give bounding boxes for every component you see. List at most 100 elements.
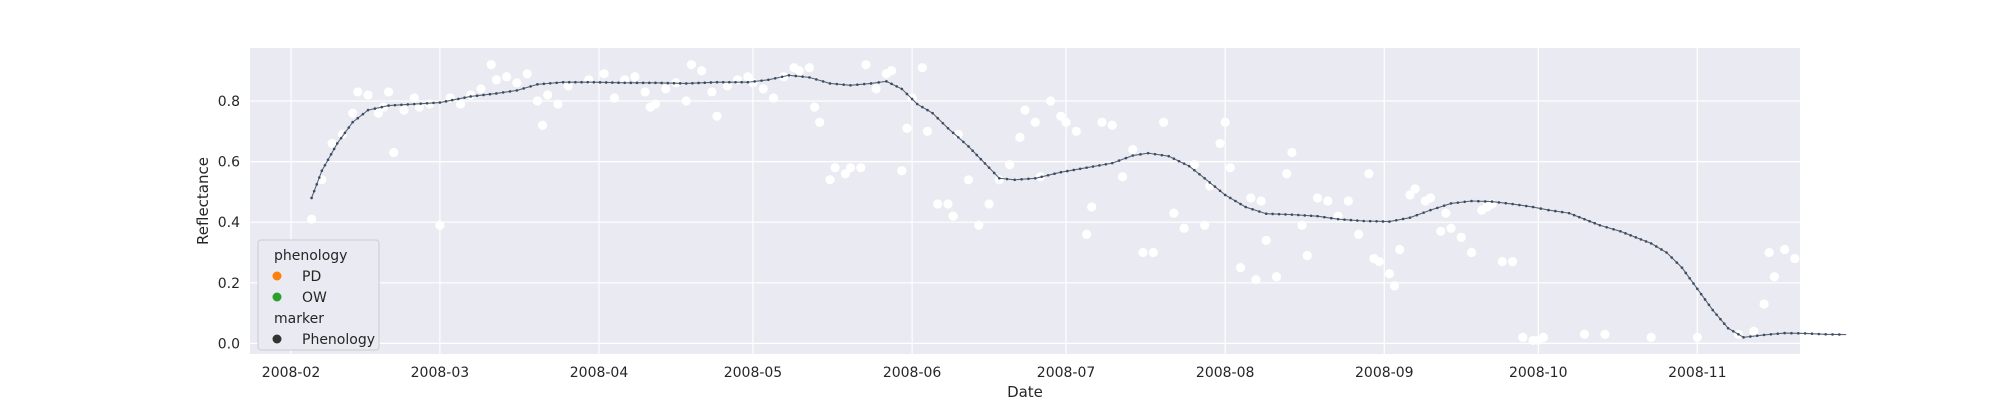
curve-sample-point (1027, 177, 1030, 181)
x-tick-label: 2008-05 (724, 365, 783, 381)
observation-point (681, 96, 691, 106)
curve-sample-point (343, 131, 347, 135)
curve-sample-point (320, 169, 324, 173)
curve-sample-point (574, 80, 577, 84)
observation-point (563, 81, 573, 91)
curve-sample-point (734, 80, 737, 84)
curve-sample-point (1104, 162, 1108, 166)
observation-point (348, 108, 358, 118)
curve-sample-point (926, 108, 929, 112)
smoothed-curve (310, 73, 1847, 339)
observation-point (399, 105, 409, 115)
curve-sample-point (877, 81, 881, 84)
curve-sample-point (1824, 333, 1827, 336)
curve-sample-point (740, 80, 743, 84)
curve-sample-point (329, 153, 333, 156)
curve-sample-point (721, 80, 725, 84)
observation-point (609, 93, 620, 103)
curve-sample-point (1588, 219, 1591, 223)
curve-sample-point (915, 102, 919, 106)
curve-sample-point (1072, 168, 1076, 172)
curve-sample-point (567, 80, 571, 84)
curve-sample-point (709, 81, 713, 84)
observation-point (917, 63, 927, 73)
observation-point (1759, 299, 1769, 309)
curve-sample-point (1719, 317, 1722, 321)
curve-sample-point (849, 83, 852, 87)
curve-sample-point (635, 81, 639, 85)
observation-point (502, 72, 512, 82)
observation-point (825, 175, 835, 185)
curve-sample-point (561, 80, 565, 84)
observation-point (1020, 105, 1030, 115)
curve-sample-point (406, 103, 410, 106)
curve-sample-point (1817, 332, 1821, 336)
curve-sample-point (885, 80, 888, 83)
curve-sample-point (592, 80, 596, 84)
observation-point (1261, 235, 1271, 245)
observation-point (1518, 332, 1528, 342)
curve-sample-point (1388, 220, 1391, 223)
curve-sample-point (715, 80, 719, 84)
curve-sample-point (457, 97, 460, 101)
observation-point (994, 175, 1004, 185)
curve-sample-point (1213, 185, 1217, 188)
curve-sample-point (586, 80, 590, 84)
curve-sample-point (1362, 219, 1366, 223)
observation-point (1764, 247, 1774, 258)
curve-sample-point (312, 189, 316, 193)
observation-point (815, 117, 825, 127)
curve-sample-point (1518, 203, 1521, 207)
curve-sample-point (746, 80, 750, 84)
curve-sample-point (380, 105, 384, 109)
curve-sample-point (450, 98, 454, 102)
observation-point (1138, 247, 1148, 258)
curve-sample-point (941, 121, 945, 125)
curve-sample-point (808, 76, 811, 79)
curve-sample-point (1737, 333, 1740, 336)
observation-point (1446, 223, 1456, 233)
curve-sample-point (438, 101, 442, 104)
curve-sample-point (1408, 216, 1412, 219)
observation-point (804, 63, 815, 73)
observation-point (1425, 193, 1436, 203)
plot-area (250, 48, 1800, 354)
curve-sample-point (1831, 333, 1834, 336)
curve-sample-point (1490, 200, 1494, 203)
curve-sample-point (856, 83, 859, 86)
curve-sample-point (1228, 196, 1232, 200)
observation-point (640, 87, 650, 97)
observation-point (466, 90, 476, 100)
curve-sample-point (1277, 212, 1281, 216)
curve-sample-point (1218, 189, 1222, 193)
curve-sample-point (1554, 209, 1557, 213)
observation-point (809, 102, 820, 112)
observation-point (630, 72, 640, 82)
observation-point (1456, 232, 1466, 242)
y-axis-ticks: 0.0 0.2 0.4 0.6 0.8 (218, 94, 240, 352)
curve-sample-point (1572, 213, 1576, 217)
observation-point (722, 81, 732, 91)
curve-sample-point (617, 81, 620, 85)
curve-sample-point (1381, 220, 1385, 223)
observation-point (1389, 281, 1400, 291)
y-tick-label: 0.4 (218, 215, 240, 231)
legend-group-title: phenology (274, 248, 347, 264)
curve-sample-point (1098, 164, 1101, 167)
observation-point (794, 66, 804, 76)
legend-box (257, 239, 380, 351)
curve-sample-point (400, 103, 403, 107)
curve-sample-point (654, 81, 657, 85)
curve-sample-point (1660, 248, 1663, 251)
curve-sample-point (1711, 308, 1715, 312)
curve-sample-point (987, 166, 991, 169)
observation-point (984, 199, 994, 209)
curve-sample-point (1117, 159, 1121, 162)
curve-sample-point (1769, 333, 1773, 336)
curve-sample-point (419, 102, 422, 105)
observation-point (353, 87, 363, 97)
x-tick-label: 2008-04 (570, 365, 629, 381)
curve-sample-point (1624, 232, 1627, 235)
observation-point (409, 93, 419, 103)
